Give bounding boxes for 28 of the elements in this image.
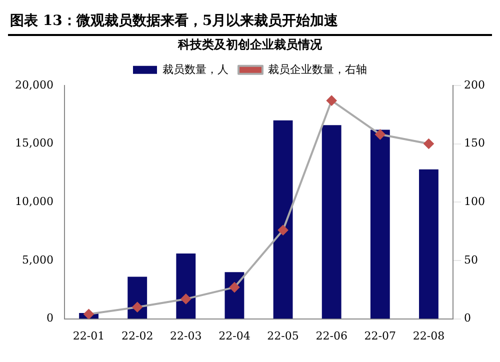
x-tick-label: 22-06 (316, 329, 348, 342)
y-tick-label: 10,000 (14, 194, 54, 208)
bar (370, 130, 390, 319)
x-tick-label: 22-01 (72, 329, 105, 342)
x-tick-label: 22-04 (218, 329, 250, 342)
x-tick-label: 22-03 (170, 329, 202, 342)
y2-tick-label: 100 (464, 194, 486, 208)
legend-label: 裁员企业数量，右轴 (268, 62, 367, 76)
y-tick-label: 20,000 (14, 78, 54, 92)
y2-tick-label: 50 (464, 253, 478, 266)
bar (273, 120, 293, 319)
bar (176, 253, 196, 319)
x-tick-label: 22-05 (267, 329, 299, 342)
bar (128, 276, 148, 319)
y-tick-label: 0 (46, 312, 54, 325)
bar (419, 169, 438, 319)
y2-tick-label: 200 (464, 78, 486, 92)
x-tick-label: 22-02 (121, 329, 154, 342)
y2-tick-label: 150 (464, 136, 486, 150)
x-tick-label: 22-07 (364, 329, 396, 342)
bar (322, 125, 342, 319)
y2-tick-label: 0 (464, 312, 472, 325)
legend-label: 裁员数量，人 (162, 62, 228, 76)
y-tick-label: 15,000 (14, 136, 54, 150)
y-tick-label: 5,000 (22, 253, 54, 266)
chart-subtitle: 科技类及初创企业裁员情况 (177, 37, 323, 52)
chart-title: 图表 13：微观裁员数据来看，5月以来裁员开始加速 (8, 8, 492, 36)
x-tick-label: 22-08 (412, 329, 445, 342)
